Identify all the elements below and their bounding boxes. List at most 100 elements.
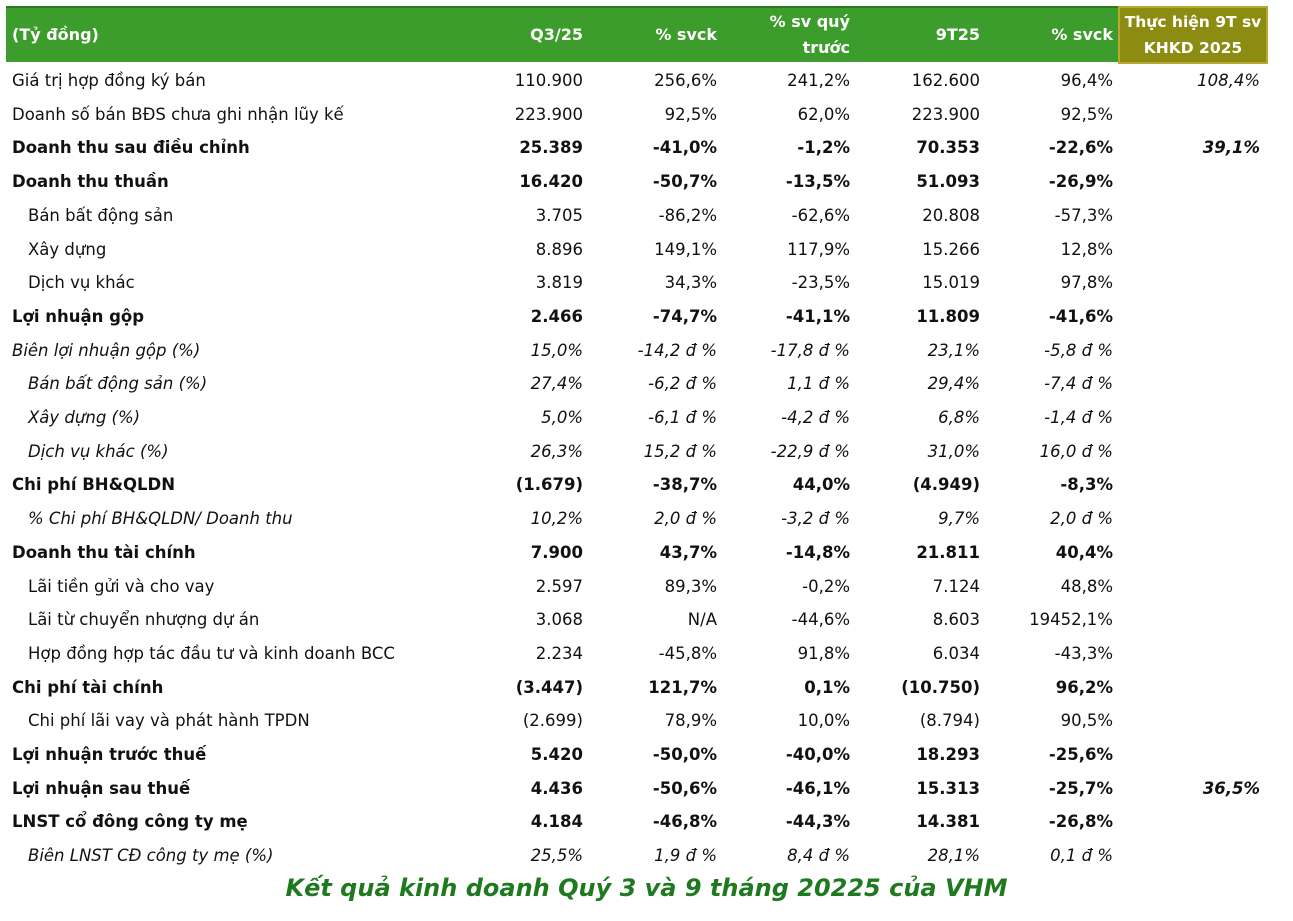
cell-col-1: 43,7%	[659, 542, 717, 562]
row-label: Xây dựng (%)	[28, 408, 141, 427]
cell-col-1: -50,6%	[652, 778, 717, 798]
row-label: Chi phí tài chính	[12, 677, 164, 697]
cell-col-3: 51.093	[916, 172, 980, 192]
cell-col-1: 149,1%	[654, 239, 717, 259]
cell-col-4: 16,0 đ %	[1039, 441, 1113, 461]
row-label: Hợp đồng hợp tác đầu tư và kinh doanh BC…	[28, 643, 395, 663]
cell-col-1: -50,0%	[652, 745, 717, 764]
header-unit: (Tỷ đồng)	[12, 25, 99, 44]
cell-col-2: -23,5%	[791, 273, 850, 293]
cell-col-1: 92,5%	[664, 104, 717, 124]
cell-col-2: 8,4 đ %	[787, 846, 850, 866]
cell-col-1: 78,9%	[664, 711, 717, 731]
cell-col-0: 2.234	[535, 643, 583, 663]
cell-col-1: 1,9 đ %	[654, 846, 717, 866]
cell-col-0: 5.420	[530, 745, 583, 764]
cell-col-4: 97,8%	[1060, 273, 1113, 293]
cell-col-2: -44,6%	[791, 610, 850, 630]
cell-col-0: 3.068	[535, 610, 583, 630]
row-label: Xây dựng	[28, 239, 107, 259]
cell-col-0: 7.900	[530, 542, 583, 562]
cell-col-0: 27,4%	[530, 374, 583, 394]
cell-col-4: 96,4%	[1060, 71, 1113, 90]
cell-col-4: 40,4%	[1055, 542, 1113, 562]
row-label: Bán bất động sản	[28, 205, 174, 225]
cell-col-2: -17,8 đ %	[770, 340, 850, 360]
row-label: Doanh thu sau điều chỉnh	[12, 138, 250, 158]
cell-col-4: -41,6%	[1048, 306, 1113, 326]
cell-col-0: (3.447)	[515, 677, 583, 697]
cell-col-1: -45,8%	[658, 643, 717, 663]
cell-col-0: 16.420	[519, 172, 583, 192]
cell-col-4: -25,7%	[1048, 778, 1113, 798]
table-row: Xây dựng (%) 5,0% -6,1 đ % -4,2 đ % 6,8% -1,4…	[6, 401, 1268, 434]
cell-col-0: 10,2%	[530, 509, 583, 529]
cell-col-2: -1,2%	[797, 138, 850, 158]
cell-col-0: 2.597	[535, 576, 583, 596]
table-row: LNST cổ đông công ty mẹ 4.184 -46,8% -44,3%…	[6, 805, 1268, 838]
table-row: % Chi phí BH&QLDN/ Doanh thu 10,2% 2,0 đ %…	[6, 502, 1268, 535]
row-label: Chi phí lãi vay và phát hành TPDN	[28, 711, 310, 731]
table-row: Xây dựng 8.896 149,1% 117,9% 15.266 12,8%	[6, 233, 1268, 266]
table-row: Chi phí tài chính (3.447) 121,7% 0,1% (10.75…	[6, 671, 1268, 704]
cell-col-2: -41,1%	[785, 306, 850, 326]
table-row: Dịch vụ khác 3.819 34,3% -23,5% 15.019 97,8%	[6, 266, 1268, 299]
cell-col-3: 29,4%	[927, 374, 980, 394]
table-row: Bán bất động sản (%) 27,4% -6,2 đ % 1,1 đ %…	[6, 367, 1268, 400]
table-row: Doanh số bán BĐS chưa ghi nhận lũy kế 223…	[6, 98, 1268, 131]
row-label: Bán bất động sản (%)	[28, 374, 208, 394]
row-label: Giá trị hợp đồng ký bán	[12, 71, 206, 90]
row-label: % Chi phí BH&QLDN/ Doanh thu	[28, 509, 293, 529]
cell-col-1: -38,7%	[652, 475, 717, 495]
cell-col-4: 19452,1%	[1029, 610, 1113, 630]
cell-col-2: -13,5%	[785, 172, 850, 192]
cell-col-0: 223.900	[514, 104, 583, 124]
cell-col-1: 15,2 đ %	[643, 441, 717, 461]
row-label: Lãi từ chuyển nhượng dự án	[28, 610, 260, 630]
table-row: Lãi tiền gửi và cho vay 2.597 89,3% -0,2% 7.…	[6, 570, 1268, 603]
cell-col-3: 14.381	[916, 812, 980, 832]
header-q3: Q3/25	[530, 25, 583, 44]
cell-col-1: -46,8%	[652, 812, 717, 832]
cell-col-0: 26,3%	[530, 441, 583, 461]
cell-col-4: 48,8%	[1060, 576, 1113, 596]
cell-col-2: -44,3%	[785, 812, 850, 832]
table-row: Chi phí BH&QLDN (1.679) -38,7% 44,0% (4.949)…	[6, 468, 1268, 501]
cell-col-0: 15,0%	[530, 340, 583, 360]
table-row: Lợi nhuận sau thuế 4.436 -50,6% -46,1% 15.31…	[6, 772, 1268, 805]
cell-col-1: -14,2 đ %	[637, 340, 717, 360]
cell-col-3: 15.019	[922, 273, 980, 293]
row-label: Doanh thu tài chính	[12, 542, 196, 562]
cell-col-0: 3.705	[535, 205, 583, 225]
cell-col-1: 89,3%	[664, 576, 717, 596]
cell-col-2: 117,9%	[787, 239, 850, 259]
cell-col-3: 15.313	[916, 778, 980, 798]
cell-col-3: (8.794)	[919, 711, 980, 731]
cell-col-2: -3,2 đ %	[781, 509, 850, 529]
cell-col-0: 5,0%	[541, 408, 583, 427]
table-row: Lợi nhuận trước thuế 5.420 -50,0% -40,0% 18.…	[6, 738, 1268, 771]
cell-col-3: 11.809	[916, 306, 980, 326]
cell-col-3: 31,0%	[927, 441, 980, 461]
cell-col-3: 6.034	[932, 643, 980, 663]
row-label: Chi phí BH&QLDN	[12, 475, 176, 495]
row-label: Lãi tiền gửi và cho vay	[28, 576, 215, 596]
header-9t25: 9T25	[935, 25, 980, 44]
row-label: Lợi nhuận sau thuế	[12, 778, 191, 798]
cell-col-1: 34,3%	[664, 273, 717, 293]
table-row: Bán bất động sản 3.705 -86,2% -62,6% 20.808 -…	[6, 199, 1268, 232]
cell-col-3: 6,8%	[938, 408, 980, 427]
cell-col-2: 241,2%	[787, 71, 850, 90]
cell-col-0: 2.466	[530, 306, 583, 326]
cell-col-3: 223.900	[911, 104, 980, 124]
cell-col-2: 62,0%	[797, 104, 850, 124]
cell-col-2: -14,8%	[785, 542, 850, 562]
cell-col-3: 20.808	[922, 205, 980, 225]
cell-col-3: 21.811	[916, 542, 980, 562]
cell-col-4: -57,3%	[1054, 205, 1113, 225]
cell-col-1: 256,6%	[654, 71, 717, 90]
table-row: Chi phí lãi vay và phát hành TPDN (2.699)…	[6, 704, 1268, 737]
cell-col-4: -1,4 đ %	[1044, 408, 1113, 427]
cell-col-1: -86,2%	[658, 205, 717, 225]
cell-col-0: 4.436	[530, 778, 583, 798]
